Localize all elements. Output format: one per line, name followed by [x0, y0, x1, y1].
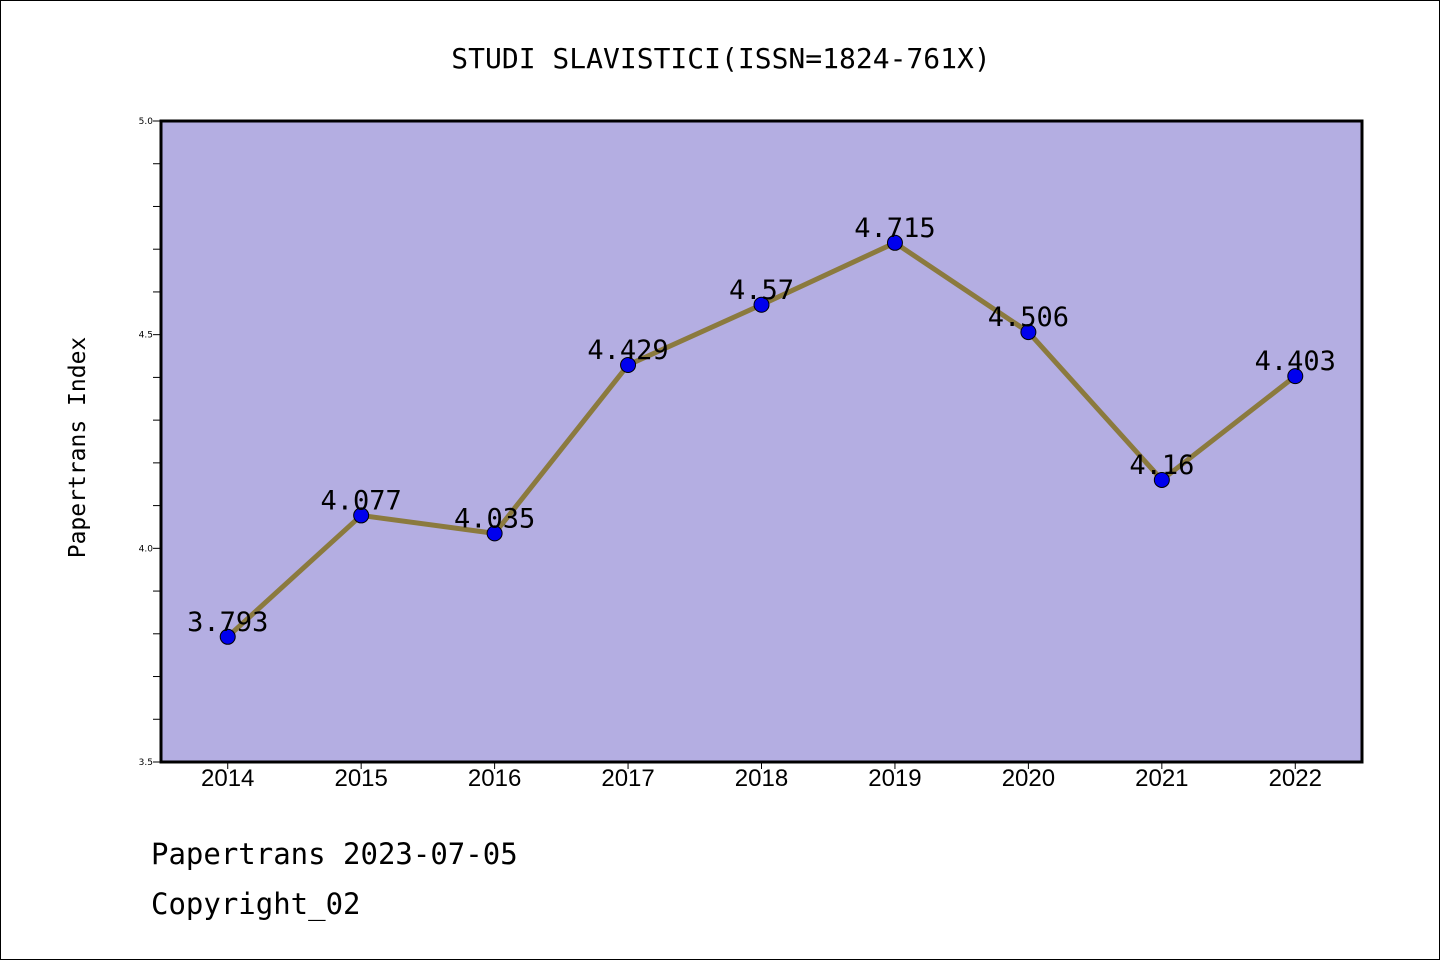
data-point-marker — [486, 525, 503, 542]
data-point-marker — [1020, 324, 1037, 341]
data-point-marker — [353, 507, 370, 524]
x-tick-label: 2016 — [468, 765, 521, 792]
y-axis-label: Papertrans Index — [65, 337, 91, 559]
x-tick-label: 2022 — [1269, 765, 1322, 792]
data-label: 4.403 — [1255, 346, 1336, 377]
data-label-layer: 3.793 4.077 4.035 4.429 4.57 4.715 4.506 4.16 4.… — [187, 213, 1336, 638]
plot-area — [161, 121, 1362, 762]
y-tick-label: 4.5 — [139, 331, 153, 341]
data-label: 3.793 — [187, 607, 268, 638]
series-layer — [219, 234, 1304, 645]
x-tick-label: 2020 — [1002, 765, 1055, 792]
plot-frame — [159, 119, 1364, 764]
data-point-marker — [1287, 368, 1304, 385]
data-label: 4.429 — [587, 335, 668, 366]
data-point-marker — [886, 234, 903, 251]
data-point-marker — [219, 628, 236, 645]
y-tick-label: 5.0 — [139, 117, 154, 127]
x-tick-label: 2021 — [1135, 765, 1188, 792]
data-label: 4.035 — [454, 503, 535, 534]
data-point-marker — [620, 357, 637, 374]
footer-copyright-text: Copyright_02 — [151, 887, 361, 921]
x-tick-label: 2019 — [868, 765, 921, 792]
data-point-marker — [1153, 471, 1170, 488]
x-tick-label: 2014 — [201, 765, 254, 792]
data-label: 4.16 — [1129, 450, 1194, 481]
y-tick-label: 3.5 — [139, 758, 153, 768]
x-axis: 2014 2015 2016 2017 2018 2019 2020 2021 2022 — [201, 762, 1322, 792]
x-tick-label: 2018 — [735, 765, 788, 792]
data-label: 4.506 — [988, 302, 1069, 333]
x-tick-label: 2015 — [334, 765, 387, 792]
data-label: 4.077 — [321, 485, 402, 516]
y-tick-label: 4.0 — [139, 544, 154, 554]
x-tick-label: 2017 — [601, 765, 654, 792]
data-label: 4.57 — [729, 275, 794, 306]
y-axis: 3.5 4.0 4.5 5.0 — [139, 117, 161, 768]
data-point-marker — [753, 296, 770, 313]
chart-title: STUDI SLAVISTICI(ISSN=1824-761X) — [451, 42, 990, 75]
footer-date-text: Papertrans 2023-07-05 — [151, 837, 518, 871]
data-label: 4.715 — [854, 213, 935, 244]
